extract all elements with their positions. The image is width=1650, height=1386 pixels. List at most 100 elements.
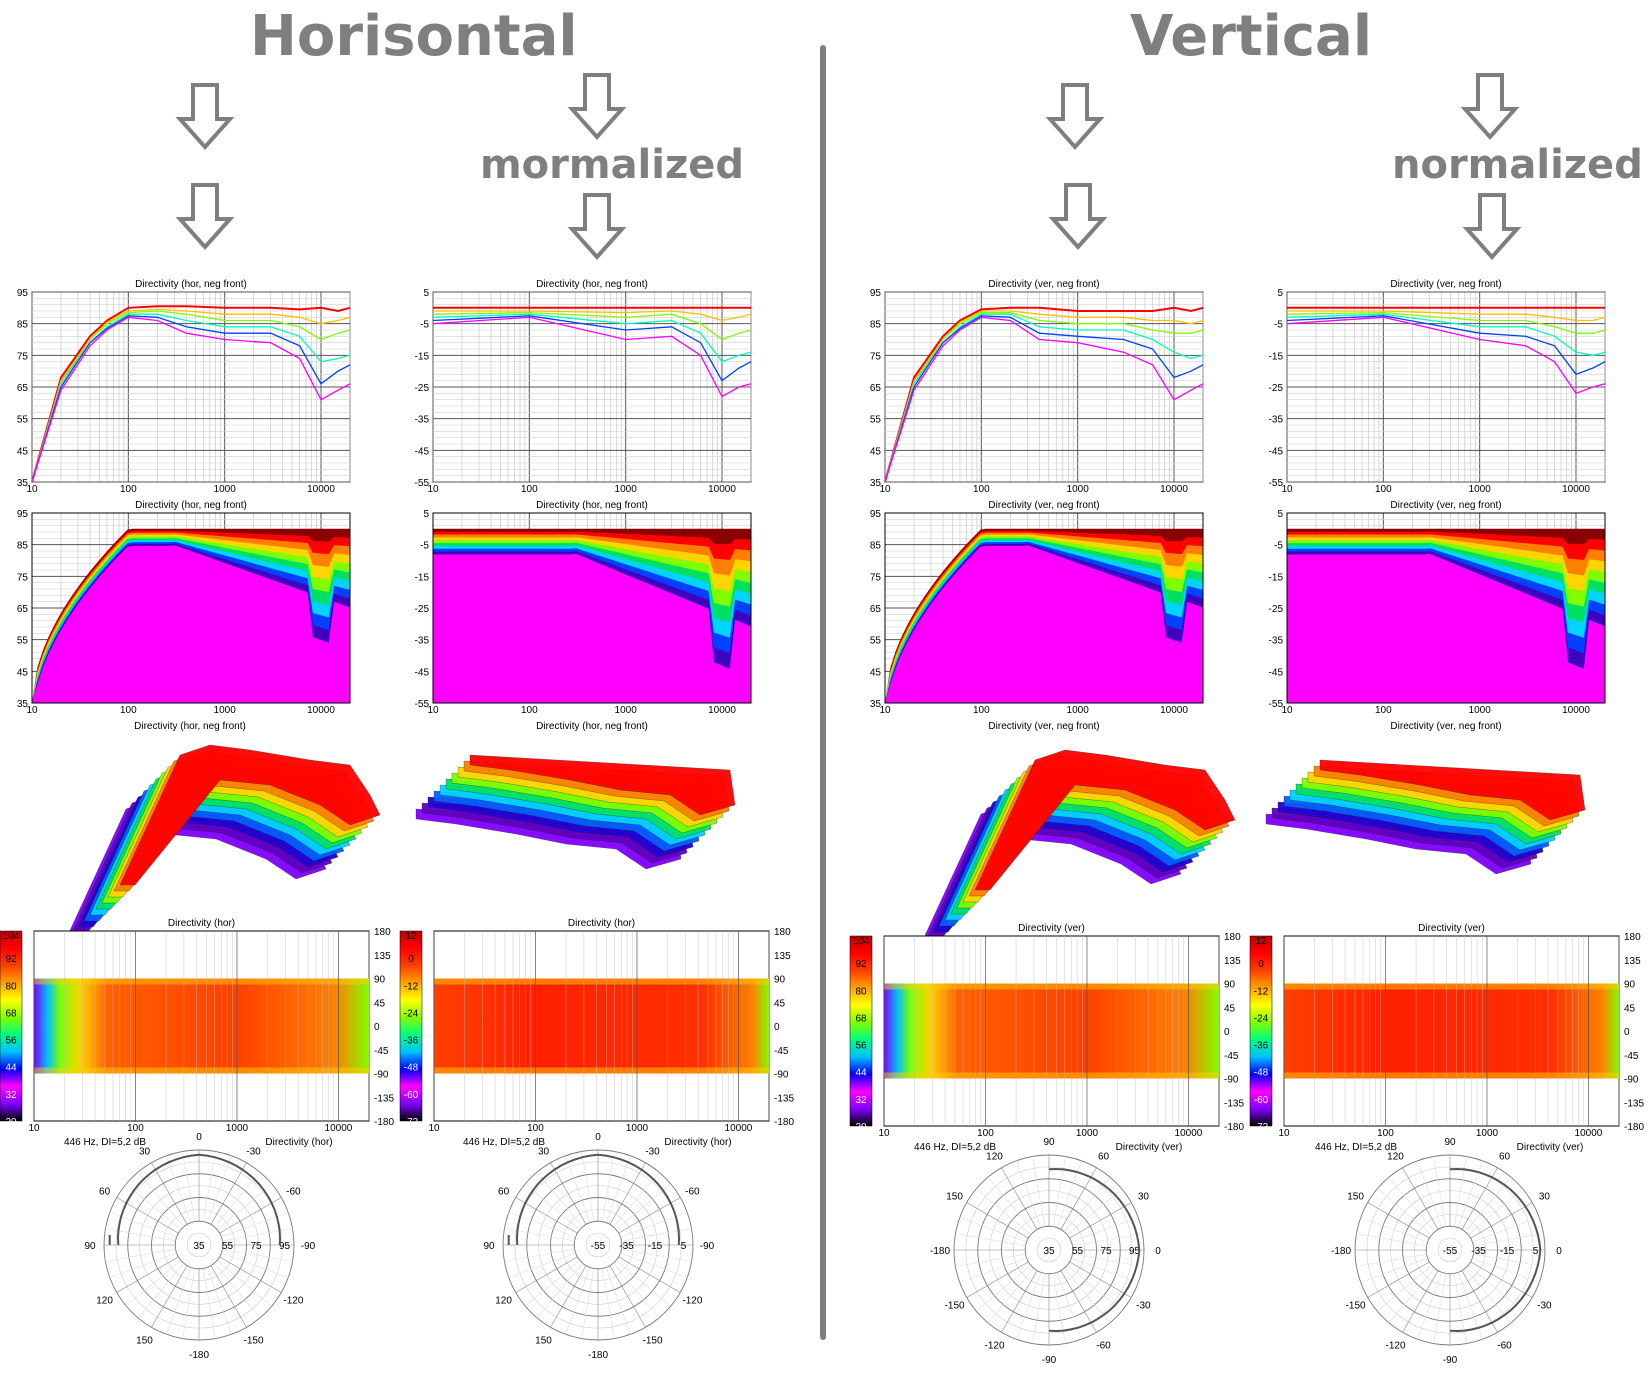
polar-angle-label: 30 [538,1147,550,1158]
y-tick-label: 75 [17,351,29,362]
polar-spoke [152,1266,188,1328]
waterfall-title: Directivity (ver, neg front) [1390,721,1501,732]
colorbar-label: -12 [1254,986,1269,997]
waterfall-v [921,750,1235,944]
y-tick-label: 95 [17,509,29,520]
polar-ring-label: -15 [648,1241,663,1252]
polar-spoke [220,1257,282,1293]
y-tick-label: -180 [374,1117,394,1128]
polar-spoke [211,1266,247,1328]
waterfall-title: Directivity (ver, neg front) [988,721,1099,732]
polar-ring-label: 55 [222,1241,234,1252]
polar-spoke [1471,1262,1533,1298]
x-tick-label: 100 [1377,1128,1394,1139]
polar-angle-label: 90 [1444,1137,1456,1148]
y-tick-label: -90 [774,1070,789,1081]
colorbar-label: -72 [404,1117,419,1128]
y-tick-label: 135 [374,951,391,962]
waterfall-vn [1266,760,1585,874]
polar-angle-label: 90 [483,1241,495,1252]
colorbar-label: 0 [408,954,414,965]
y-tick-label: 135 [1224,956,1241,967]
polar-angle-label: 90 [1043,1137,1055,1148]
x-tick-label: 10000 [708,484,736,495]
colorbar-label: 32 [5,1090,17,1101]
x-tick-label: 100 [1375,484,1392,495]
y-tick-label: 55 [17,415,29,426]
polar-angle-label: 60 [1098,1152,1110,1163]
heat-band [1284,984,1619,1079]
y-tick-label: -5 [1274,320,1283,331]
polar-spoke [1403,1271,1439,1333]
x-tick-label: 100 [120,705,137,716]
y-tick-label: -25 [415,383,430,394]
y-tick-label: 45 [17,446,29,457]
heatmap-v-heat-n: 120-12-24-36-48-60-7218013590450-45-90-1… [1250,923,1644,1139]
polar-caption: 446 Hz, DI=5,2 dB [914,1142,996,1153]
polar-angle-label: 60 [99,1187,111,1198]
polar-angle-label: 60 [498,1187,510,1198]
chart-title: Directivity (ver, neg front) [988,279,1099,290]
waterfall-hn [416,755,735,869]
x-tick-label: 100 [127,1123,144,1134]
polar-spoke [1361,1218,1428,1242]
y-tick-label: -5 [1274,541,1283,552]
polar-angle-label: 30 [139,1147,151,1158]
polar-angle-label: -150 [642,1335,662,1346]
polar-spoke [1002,1271,1038,1333]
heatmap-h-heat-n: 120-12-24-36-48-60-7218013590450-45-90-1… [400,918,794,1134]
y-tick-label: -180 [1624,1122,1644,1133]
y-tick-label: 45 [17,667,29,678]
y-tick-label: -45 [1624,1051,1639,1062]
polar-angle-label: -60 [286,1187,301,1198]
polar-spoke [110,1253,177,1277]
polar-spoke [967,1262,1029,1298]
y-tick-label: 55 [870,415,882,426]
polar-angle-label: -60 [1096,1340,1111,1351]
polar-spoke [1418,1272,1442,1339]
polar-angle-label: 30 [1539,1192,1551,1203]
chart-title: Directivity (ver, neg front) [988,500,1099,511]
polar-v-polar-n: 446 Hz, DI=5,2 dB Directivity (ver) 90 60 30… [1315,1137,1583,1366]
y-tick-label: -90 [1624,1075,1639,1086]
polar-title: Directivity (hor) [664,1137,731,1148]
x-tick-label: 10 [878,1128,890,1139]
x-tick-label: 10 [26,484,38,495]
x-tick-label: 10 [1278,1128,1290,1139]
polar-spoke [566,1267,590,1334]
polar-spoke [960,1258,1027,1282]
colorbar-label: -36 [1254,1041,1269,1052]
polar-spoke [1361,1258,1428,1282]
chart-title: Directivity (hor) [568,918,635,929]
polar-spoke [967,1203,1029,1239]
y-tick-label: -15 [415,572,430,583]
x-tick-label: 1000 [214,705,237,716]
chart-title: Directivity (hor, neg front) [536,500,648,511]
x-tick-label: 10000 [1575,1128,1603,1139]
heat-fringe [884,984,1219,990]
x-tick-label: 1000 [1476,1128,1499,1139]
y-tick-label: 180 [1224,932,1241,943]
polar-angle-label: -90 [301,1241,316,1252]
colorbar-label: 12 [405,931,417,942]
y-tick-label: 45 [374,998,386,1009]
x-tick-label: 100 [527,1123,544,1134]
polar-ring-label: 75 [250,1241,262,1252]
polar-spoke [1418,1161,1442,1228]
colorbar-label: 44 [5,1063,17,1074]
polar-angle-label: 150 [946,1192,963,1203]
polar-angle-label: -30 [246,1147,261,1158]
polar-angle-label: -60 [685,1187,700,1198]
polar-angle-label: -150 [1346,1301,1366,1312]
x-tick-label: 10000 [1160,705,1188,716]
x-tick-label: 1000 [226,1123,249,1134]
polar-angle-label: -60 [1497,1340,1512,1351]
x-tick-label: 10000 [325,1123,353,1134]
polar-angle-label: -120 [682,1296,702,1307]
y-tick-label: 55 [870,636,882,647]
y-tick-label: 95 [870,288,882,299]
y-tick-label: -90 [1224,1075,1239,1086]
hollow-down-arrow-icon [1465,75,1515,137]
